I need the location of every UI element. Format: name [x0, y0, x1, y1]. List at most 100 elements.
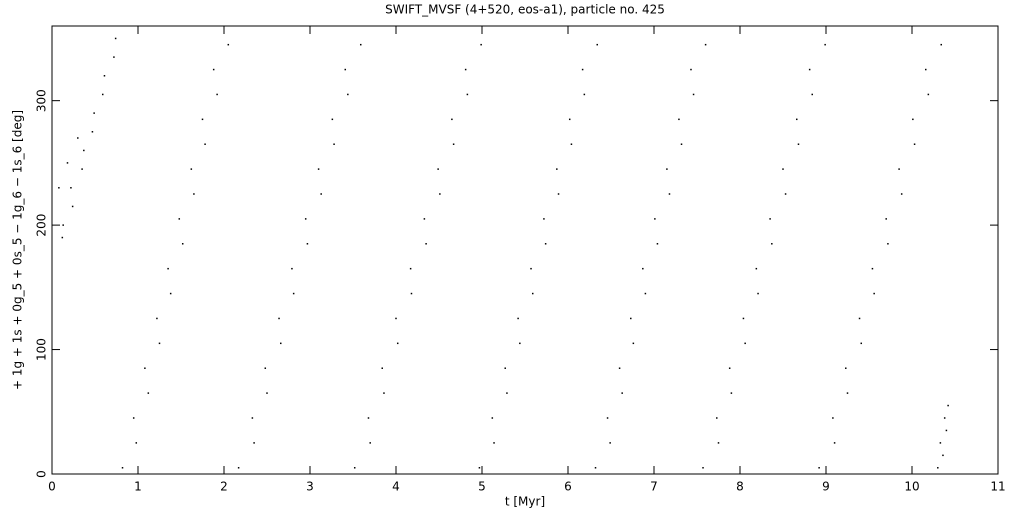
- point: [757, 292, 759, 295]
- point: [353, 467, 356, 469]
- point: [317, 168, 320, 170]
- point: [333, 143, 335, 145]
- point: [251, 417, 254, 419]
- point: [395, 317, 397, 320]
- point: [927, 93, 930, 96]
- point: [939, 442, 942, 444]
- point: [306, 243, 309, 245]
- point: [666, 168, 668, 170]
- point: [690, 68, 692, 71]
- point: [190, 168, 193, 170]
- point: [266, 392, 268, 394]
- point: [227, 43, 230, 46]
- point: [132, 417, 135, 419]
- point: [557, 193, 560, 195]
- point: [156, 317, 158, 320]
- point: [680, 143, 683, 145]
- point: [62, 224, 64, 226]
- point: [797, 143, 800, 145]
- point: [846, 392, 849, 394]
- point: [320, 193, 322, 195]
- y-tick-label: 100: [35, 338, 49, 361]
- point: [530, 267, 532, 270]
- point: [644, 292, 647, 295]
- point: [808, 68, 811, 71]
- point: [937, 467, 939, 469]
- point: [292, 292, 295, 295]
- point: [367, 417, 370, 419]
- point: [606, 417, 609, 419]
- point: [291, 267, 293, 270]
- point: [423, 218, 426, 220]
- point: [504, 367, 506, 369]
- x-tick-label: 8: [736, 480, 744, 494]
- point: [942, 454, 944, 457]
- x-tick-label: 10: [904, 480, 919, 494]
- point: [347, 93, 349, 96]
- point: [730, 392, 733, 394]
- point: [632, 342, 635, 345]
- point: [71, 205, 74, 208]
- point: [702, 467, 704, 469]
- point: [437, 168, 439, 170]
- point: [692, 93, 695, 96]
- point: [531, 292, 534, 295]
- point: [77, 137, 79, 139]
- point: [940, 43, 942, 46]
- point: [369, 442, 371, 444]
- point: [887, 243, 889, 245]
- point: [280, 342, 282, 345]
- point: [818, 467, 820, 469]
- point: [464, 68, 467, 71]
- point: [860, 342, 863, 345]
- point: [66, 162, 69, 164]
- point: [70, 187, 72, 189]
- point: [630, 317, 632, 320]
- point: [493, 442, 495, 444]
- point: [583, 93, 586, 96]
- point: [83, 149, 85, 152]
- point: [668, 193, 671, 195]
- point: [425, 243, 427, 245]
- x-axis-label: t [Myr]: [505, 495, 545, 509]
- plot-frame: [51, 25, 999, 475]
- point: [544, 243, 547, 245]
- point: [381, 367, 383, 369]
- point: [945, 429, 948, 432]
- point: [925, 68, 927, 71]
- point: [594, 467, 597, 469]
- point: [898, 168, 900, 170]
- point: [845, 367, 847, 369]
- point: [717, 442, 720, 444]
- y-axis-label: + 1g + 1s + 0g_5 + 0s_5 − 1g_6 − 1s_6 [d…: [11, 110, 25, 390]
- x-tick-label: 7: [650, 480, 658, 494]
- point: [771, 243, 773, 245]
- point: [618, 367, 621, 369]
- point: [114, 37, 117, 40]
- point: [947, 404, 949, 407]
- x-tick-label: 6: [564, 480, 572, 494]
- point: [832, 417, 834, 419]
- point: [169, 292, 172, 295]
- point: [451, 118, 453, 121]
- point: [359, 43, 362, 46]
- chart-title: SWIFT_MVSF (4+520, eos-a1), particle no.…: [385, 3, 665, 17]
- y-tick-label: 200: [35, 214, 49, 237]
- point: [216, 93, 218, 96]
- point: [556, 168, 558, 170]
- point: [396, 342, 399, 345]
- point: [491, 417, 494, 419]
- point: [519, 342, 521, 345]
- x-tick-label: 3: [306, 480, 314, 494]
- point: [833, 442, 836, 444]
- y-tick-label: 300: [35, 89, 49, 112]
- point: [596, 43, 598, 46]
- point: [678, 118, 680, 121]
- x-tick-label: 5: [478, 480, 486, 494]
- x-tick-label: 0: [48, 480, 56, 494]
- point: [811, 93, 813, 96]
- point: [410, 292, 413, 295]
- point: [796, 118, 798, 121]
- point: [304, 218, 307, 220]
- point: [344, 68, 347, 71]
